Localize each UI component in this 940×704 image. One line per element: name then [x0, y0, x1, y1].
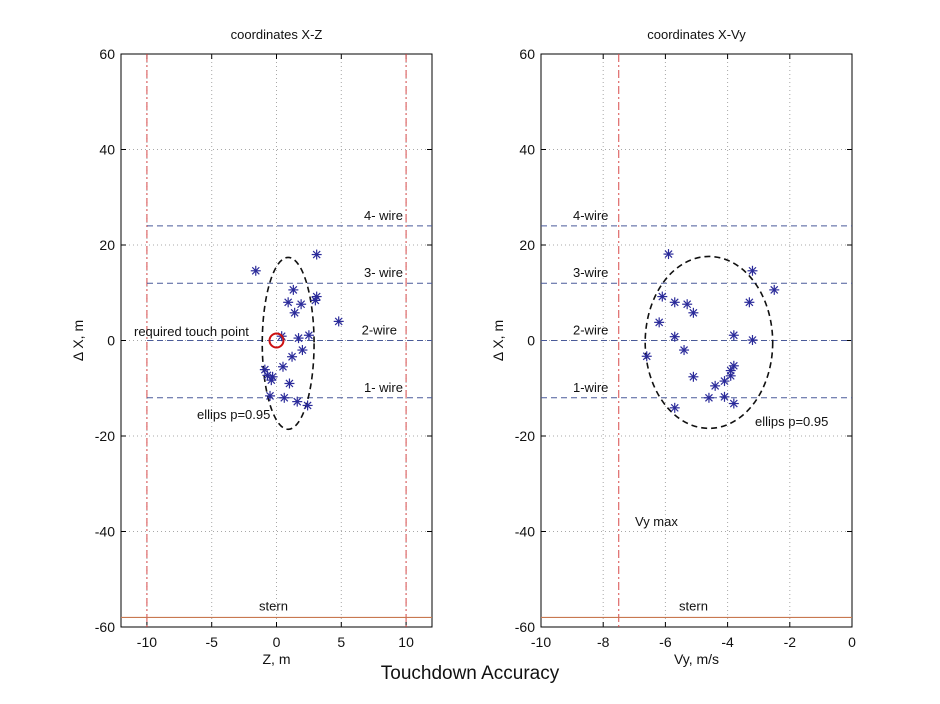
- y-tick-label: -20: [515, 428, 535, 444]
- data-point: [262, 370, 273, 381]
- data-point: [265, 390, 276, 401]
- y-tick-label: 0: [527, 333, 535, 349]
- subplot-title: coordinates X-Z: [231, 27, 323, 42]
- x-tick-label: -5: [205, 634, 218, 650]
- y-tick-label: 20: [519, 237, 535, 253]
- y-tick-label: -60: [515, 619, 535, 635]
- data-point: [669, 402, 680, 413]
- y-tick-label: 20: [99, 237, 115, 253]
- y-axis-label: Δ X, m: [70, 320, 86, 361]
- required-touch-point-marker: [268, 332, 285, 349]
- data-point: [296, 299, 307, 310]
- x-tick-label: -8: [597, 634, 610, 650]
- data-point: [292, 396, 303, 407]
- data-point: [669, 297, 680, 308]
- data-point: [669, 331, 680, 342]
- data-point: [283, 297, 294, 308]
- data-point: [688, 307, 699, 318]
- x-tick-label: -10: [531, 634, 551, 650]
- y-axis-label: Δ X, m: [490, 320, 506, 361]
- data-point: [277, 361, 288, 372]
- x-axis-label: Vy, m/s: [674, 651, 719, 667]
- data-point: [682, 299, 693, 310]
- x-tick-label: -10: [137, 634, 157, 650]
- data-point: [657, 291, 668, 302]
- data-point: [654, 317, 665, 328]
- data-point: [302, 400, 313, 411]
- data-point: [688, 371, 699, 382]
- data-point: [747, 335, 758, 346]
- y-tick-label: -20: [95, 428, 115, 444]
- data-point: [663, 249, 674, 260]
- y-tick-label: 40: [99, 142, 115, 158]
- subplot-1: -10 -5 0 5 10 -60 -40 -20 0 20 40 60 stern 4- wire 3- …: [70, 27, 433, 667]
- y-tick-label: -40: [515, 524, 535, 540]
- wire-label: 4-wire: [573, 208, 608, 223]
- data-point: [728, 330, 739, 341]
- y-tick-label: -40: [95, 524, 115, 540]
- annotation: Vy max: [635, 514, 678, 529]
- subplot-2: -10 -8 -6 -4 -2 0-60-40-200204060stern4-wire3…: [490, 27, 856, 667]
- x-tick-label: -4: [721, 634, 734, 650]
- data-point: [747, 265, 758, 276]
- x-axis-label: Z, m: [263, 651, 291, 667]
- confidence-ellipse: [644, 255, 774, 430]
- wire-label: 2-wire: [573, 323, 608, 338]
- stern-label: stern: [259, 598, 288, 613]
- data-point: [719, 376, 730, 387]
- data-point: [679, 345, 690, 356]
- wire-label: 4- wire: [364, 208, 403, 223]
- data-point: [728, 398, 739, 409]
- y-tick-label: 60: [519, 46, 535, 62]
- data-point: [288, 284, 299, 295]
- figure-title: Touchdown Accuracy: [380, 663, 560, 684]
- annotation: ellips p=0.95: [755, 414, 828, 429]
- x-tick-label: 0: [848, 634, 856, 650]
- data-point: [289, 307, 300, 318]
- data-point: [311, 249, 322, 260]
- y-tick-label: 40: [519, 142, 535, 158]
- data-point: [284, 378, 295, 389]
- data-point: [250, 265, 261, 276]
- data-point: [266, 375, 277, 386]
- wire-label: 1-wire: [573, 380, 608, 395]
- y-tick-label: -60: [95, 619, 115, 635]
- data-point: [303, 330, 314, 341]
- data-point: [719, 391, 730, 402]
- data-point: [725, 370, 736, 381]
- data-point: [293, 333, 304, 344]
- stern-label: stern: [679, 598, 708, 613]
- data-point: [287, 351, 298, 362]
- x-tick-label: 10: [398, 634, 414, 650]
- x-tick-label: -2: [784, 634, 797, 650]
- annotation: ellips p=0.95: [197, 407, 270, 422]
- x-tick-label: -6: [659, 634, 672, 650]
- wire-label: 1- wire: [364, 380, 403, 395]
- y-tick-label: 60: [99, 46, 115, 62]
- annotation: required touch point: [134, 324, 249, 339]
- data-point: [333, 316, 344, 327]
- wire-label: 3-wire: [573, 265, 608, 280]
- data-point: [769, 284, 780, 295]
- data-point: [641, 351, 652, 362]
- data-point: [703, 392, 714, 403]
- data-point: [279, 392, 290, 403]
- y-tick-label: 0: [107, 333, 115, 349]
- x-tick-label: 0: [273, 634, 281, 650]
- wire-label: 2-wire: [362, 323, 397, 338]
- data-point: [311, 291, 322, 302]
- data-point: [297, 345, 308, 356]
- data-point: [710, 380, 721, 391]
- data-point: [744, 297, 755, 308]
- wire-label: 3- wire: [364, 265, 403, 280]
- subplot-title: coordinates X-Vy: [647, 27, 746, 42]
- confidence-ellipse: [261, 256, 315, 431]
- x-tick-label: 5: [337, 634, 345, 650]
